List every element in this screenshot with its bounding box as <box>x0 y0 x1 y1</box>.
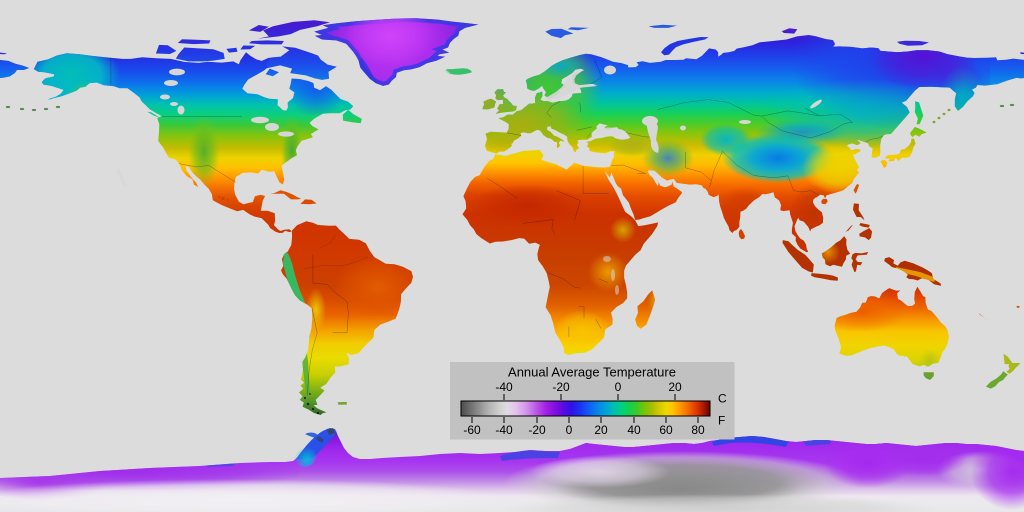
svg-text:60: 60 <box>659 423 673 437</box>
svg-text:-40: -40 <box>495 380 513 394</box>
svg-text:-40: -40 <box>495 423 513 437</box>
svg-text:-20: -20 <box>528 423 546 437</box>
svg-text:20: 20 <box>668 380 682 394</box>
svg-text:Annual Average Temperature: Annual Average Temperature <box>508 365 676 380</box>
svg-text:0: 0 <box>566 423 573 437</box>
svg-text:-60: -60 <box>463 423 481 437</box>
svg-text:20: 20 <box>594 423 608 437</box>
svg-text:80: 80 <box>691 423 705 437</box>
svg-text:0: 0 <box>615 380 622 394</box>
svg-text:C: C <box>718 392 727 406</box>
svg-text:40: 40 <box>627 423 641 437</box>
svg-text:F: F <box>718 414 725 428</box>
svg-text:-20: -20 <box>552 380 570 394</box>
